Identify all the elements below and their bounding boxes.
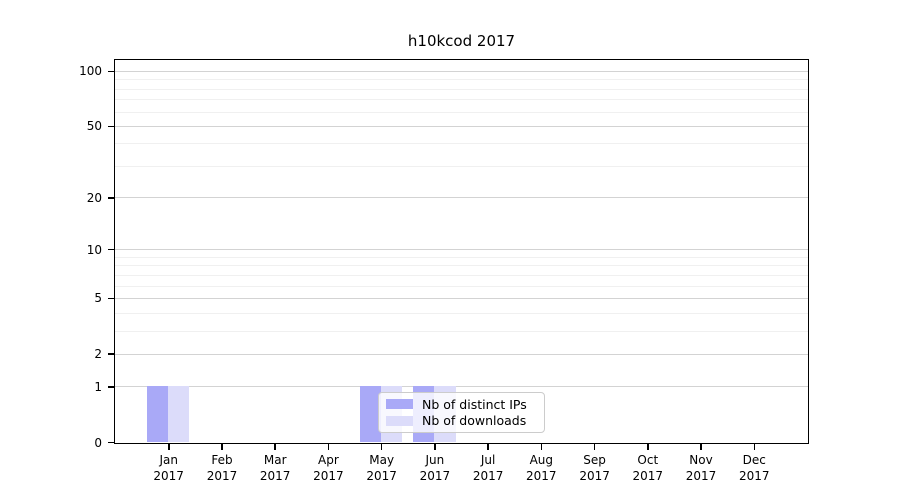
x-tick-mark [593, 444, 596, 450]
minor-gridline [115, 285, 808, 287]
x-tick-label: Aug 2017 [511, 453, 571, 484]
x-tick-label-month: Nov [689, 453, 713, 467]
legend-swatch-downloads-icon [386, 415, 413, 426]
y-tick-mark [108, 353, 114, 355]
x-tick-label: Sep 2017 [565, 453, 625, 484]
minor-gridline [115, 256, 808, 258]
x-tick-label-year: 2017 [739, 468, 770, 483]
x-tick-mark [274, 444, 276, 450]
x-tick-label-year: 2017 [632, 468, 664, 483]
x-tick-label-month: Jun [425, 453, 445, 467]
y-tick-mark [108, 197, 114, 199]
x-tick-label: Nov 2017 [671, 453, 731, 484]
x-tick-mark [434, 444, 436, 450]
x-tick-mark [221, 444, 223, 450]
minor-gridline [115, 330, 808, 332]
x-tick-label-month: Feb [211, 453, 233, 467]
major-gridline [115, 197, 808, 199]
x-tick-label-year: 2017 [472, 468, 504, 483]
x-tick-label: Jul 2017 [458, 453, 518, 484]
x-tick-label: Oct 2017 [618, 453, 678, 484]
x-tick-label-year: 2017 [579, 468, 610, 483]
x-tick-mark [327, 444, 330, 450]
y-tick-label: 10 [86, 242, 102, 257]
x-tick-label-month: Jan [159, 453, 178, 467]
bar-jan-distinct-ips [146, 386, 169, 442]
minor-gridline [115, 265, 808, 267]
x-tick-label-month: May [369, 453, 395, 467]
y-tick-label: 2 [94, 347, 102, 362]
legend-item-downloads: Nb of downloads [386, 413, 537, 428]
minor-gridline [115, 312, 808, 314]
y-tick-label: 50 [86, 119, 102, 134]
minor-gridline [115, 274, 808, 276]
legend: Nb of distinct IPs Nb of downloads [378, 392, 545, 433]
y-tick-label: 0 [94, 435, 102, 450]
x-tick-label-year: 2017 [259, 468, 291, 483]
y-tick-label: 20 [86, 190, 102, 205]
y-tick-mark [108, 297, 114, 300]
minor-gridline [115, 111, 808, 113]
chart-title: h10kcod 2017 [407, 32, 516, 50]
x-tick-label: May 2017 [352, 453, 412, 484]
x-tick-label-year: 2017 [153, 468, 184, 483]
x-tick-label-year: 2017 [419, 468, 451, 483]
y-tick-label: 5 [94, 291, 102, 306]
x-tick-mark [540, 444, 543, 450]
x-tick-mark [168, 444, 170, 450]
x-tick-label-year: 2017 [526, 468, 557, 483]
x-tick-label-year: 2017 [685, 468, 717, 483]
x-tick-mark [380, 444, 383, 450]
x-tick-mark [753, 444, 755, 450]
major-gridline [115, 70, 808, 72]
x-tick-mark [700, 444, 702, 450]
major-gridline [115, 297, 808, 299]
x-tick-label: Dec 2017 [724, 453, 784, 484]
x-tick-mark [647, 444, 649, 450]
x-tick-label-month: Apr [318, 453, 339, 467]
major-gridline [115, 249, 808, 251]
y-tick-label: 100 [79, 64, 102, 79]
x-tick-label: Apr 2017 [298, 453, 358, 484]
y-tick-mark [108, 441, 114, 444]
x-tick-label-year: 2017 [366, 468, 397, 483]
y-tick-label: 1 [94, 379, 102, 394]
minor-gridline [115, 165, 808, 167]
y-tick-mark [108, 248, 114, 251]
x-tick-label-month: Dec [742, 453, 766, 467]
legend-item-distinct-ips: Nb of distinct IPs [386, 397, 537, 412]
x-tick-label: Mar 2017 [245, 453, 305, 484]
legend-label-distinct-ips: Nb of distinct IPs [422, 396, 527, 412]
plot-area: Nb of distinct IPs Nb of downloads [114, 59, 809, 444]
x-tick-label-month: Oct [637, 453, 659, 467]
x-tick-mark [487, 444, 489, 450]
x-tick-label: Jan 2017 [139, 453, 199, 484]
major-gridline [115, 353, 808, 355]
y-tick-mark [108, 125, 114, 128]
x-tick-label-month: Sep [583, 453, 606, 467]
bar-jan-downloads [168, 386, 190, 442]
bar-may-distinct-ips [359, 386, 382, 442]
minor-gridline [115, 88, 808, 90]
x-tick-label-month: Mar [263, 453, 287, 467]
legend-label-downloads: Nb of downloads [422, 413, 527, 429]
y-tick-mark [108, 386, 114, 388]
major-gridline [115, 125, 808, 127]
x-tick-label: Feb 2017 [192, 453, 252, 484]
x-tick-label-month: Jul [480, 453, 496, 467]
x-tick-label-year: 2017 [313, 468, 344, 483]
minor-gridline [115, 79, 808, 81]
x-tick-label: Jun 2017 [405, 453, 465, 484]
major-gridline [115, 386, 808, 388]
x-tick-label-month: Aug [529, 453, 554, 467]
minor-gridline [115, 99, 808, 101]
y-tick-mark [108, 70, 114, 73]
x-tick-label-year: 2017 [206, 468, 238, 483]
legend-swatch-distinct-ips-icon [386, 399, 413, 410]
minor-gridline [115, 143, 808, 145]
